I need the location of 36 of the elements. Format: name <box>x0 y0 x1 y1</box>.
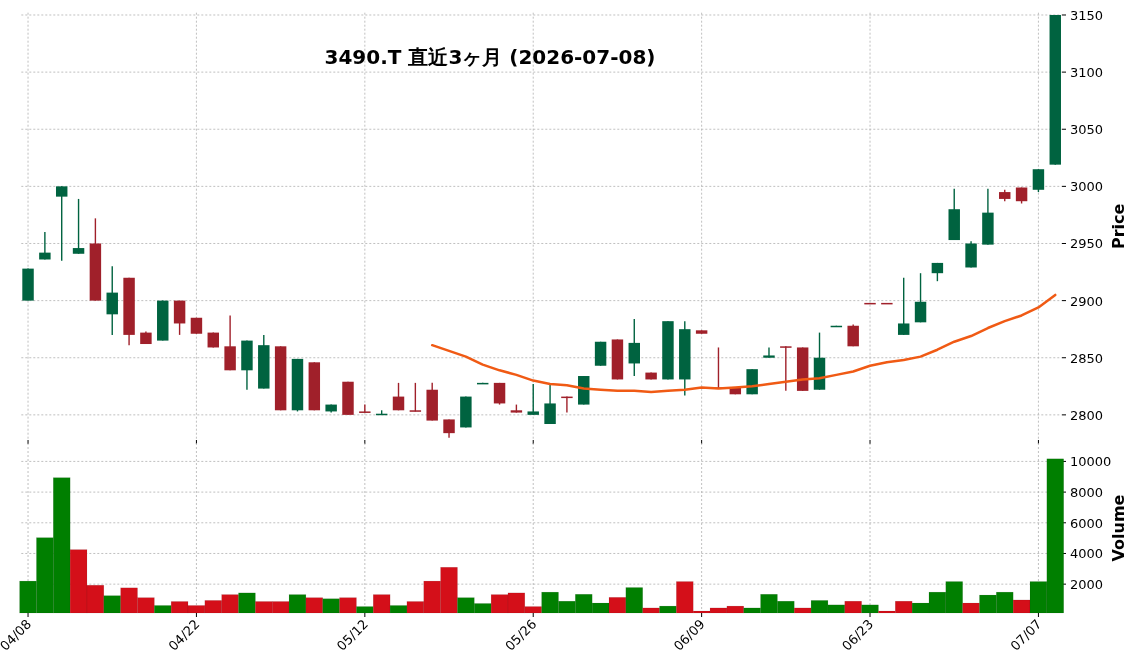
y-tick-label: 2900 <box>1070 293 1104 309</box>
candlestick <box>914 272 927 324</box>
candlestick <box>628 318 640 377</box>
candlestick <box>443 418 455 439</box>
y-tick-label: 2950 <box>1070 236 1104 252</box>
candlestick <box>965 240 977 269</box>
y-axis-title: Price <box>1109 203 1128 250</box>
y-tick-label: 3150 <box>1070 7 1104 23</box>
candlestick <box>409 382 422 413</box>
y-tick-label: 3000 <box>1070 179 1104 195</box>
candlestick <box>72 198 85 255</box>
candlestick <box>897 277 910 336</box>
y-tick-label: 4000 <box>1070 546 1104 562</box>
candlestick <box>527 383 539 416</box>
y-tick-label: 10000 <box>1070 454 1112 470</box>
y-axis-title: Volume <box>1109 494 1128 562</box>
y-tick-label: 2850 <box>1070 350 1104 366</box>
line-series <box>430 293 1057 394</box>
candlestick <box>392 382 405 411</box>
candlestick <box>359 403 371 414</box>
candlestick <box>763 346 775 359</box>
candlestick <box>544 383 556 425</box>
candlestick <box>224 314 236 372</box>
candlestick <box>39 231 51 261</box>
candlestick <box>55 185 68 262</box>
y-tick-label: 2000 <box>1070 577 1104 593</box>
y-tick-label: 6000 <box>1070 515 1104 531</box>
candlestick <box>173 299 186 336</box>
candlestick <box>1032 168 1045 193</box>
candlestick <box>780 345 792 392</box>
candlestick <box>106 265 118 336</box>
y-tick-label: 3100 <box>1070 65 1104 81</box>
text: 3490.T 直近3ヶ月 (2026-07-08) <box>324 45 656 69</box>
y-tick-label: 2800 <box>1070 407 1104 423</box>
y-tick-label: 8000 <box>1070 485 1104 501</box>
y-tick-label: 3050 <box>1070 122 1104 138</box>
